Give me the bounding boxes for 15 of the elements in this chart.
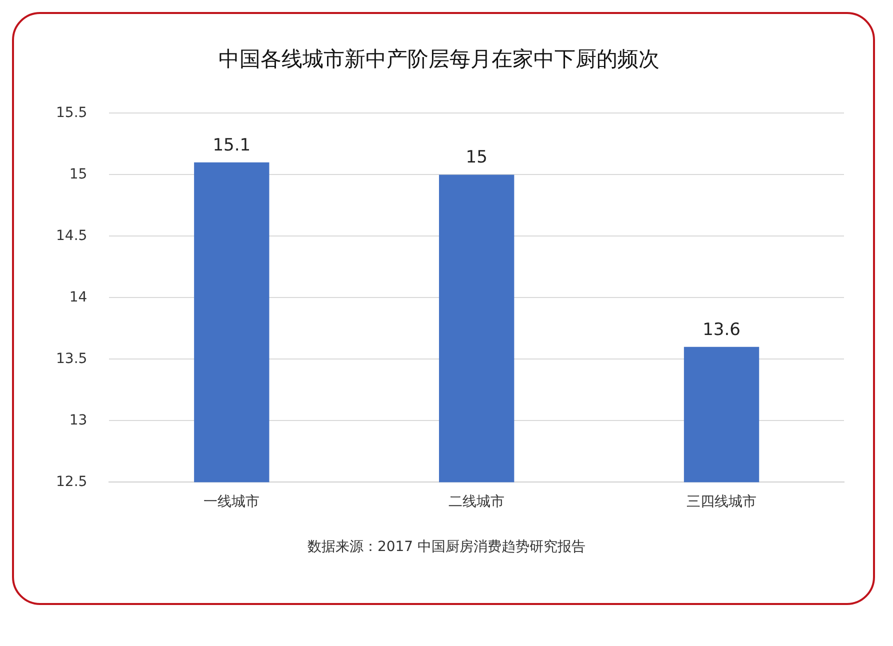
- y-tick-label: 15.5: [56, 104, 88, 121]
- data-label: 13.6: [702, 320, 740, 340]
- y-tick-label: 13: [69, 412, 88, 428]
- y-tick-label: 13.5: [56, 350, 88, 367]
- source-note: 数据来源：2017 中国厨房消费趋势研究报告: [306, 538, 587, 556]
- y-tick-label: 14: [69, 289, 88, 306]
- y-tick-label: 14.5: [56, 228, 88, 244]
- x-tick-label: 二线城市: [448, 494, 505, 510]
- data-label: 15.1: [212, 135, 251, 156]
- x-tick-label: 一线城市: [204, 494, 260, 510]
- y-tick-label: 12.5: [56, 474, 88, 490]
- data-label: 15: [466, 148, 488, 168]
- y-tick-label: 15: [69, 166, 88, 182]
- chart-title: 中国各线城市新中产阶层每月在家中下厨的频次: [218, 47, 660, 72]
- x-tick-label: 三四线城市: [686, 494, 757, 510]
